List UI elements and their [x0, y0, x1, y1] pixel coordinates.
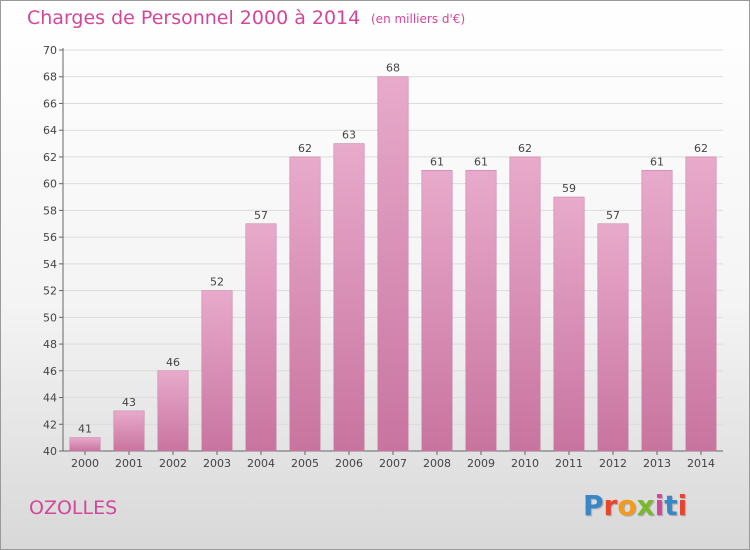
x-tick-label-2009: 2009: [467, 457, 495, 470]
x-tick-label-2004: 2004: [247, 457, 275, 470]
bar-2004: [245, 223, 277, 452]
data-label-2005: 62: [298, 142, 312, 155]
bar-2001: [113, 410, 145, 452]
data-label-2004: 57: [254, 209, 268, 222]
bar-2010: [509, 156, 541, 452]
data-label-2014: 62: [694, 142, 708, 155]
x-tick-label-2013: 2013: [643, 457, 671, 470]
bar-2007: [377, 76, 409, 452]
logo-letter: t: [664, 489, 678, 522]
y-tick-label: 50: [43, 311, 57, 324]
logo-letter: i: [654, 489, 665, 522]
y-tick-label: 56: [43, 231, 57, 244]
data-label-2009: 61: [474, 155, 488, 168]
logo-letter: i: [677, 489, 688, 522]
x-tick-label-2014: 2014: [687, 457, 715, 470]
logo-letter: x: [636, 489, 655, 522]
bar-2014: [685, 156, 717, 452]
data-label-2013: 61: [650, 155, 664, 168]
x-tick-label-2011: 2011: [555, 457, 583, 470]
y-tick-label: 52: [43, 285, 57, 298]
data-label-2008: 61: [430, 155, 444, 168]
y-tick-label: 60: [43, 178, 57, 191]
bars: [69, 76, 717, 452]
y-tick-label: 58: [43, 204, 57, 217]
data-label-2000: 41: [78, 423, 92, 436]
data-label-2006: 63: [342, 129, 356, 142]
data-label-2011: 59: [562, 182, 576, 195]
y-tick-label: 66: [43, 97, 57, 110]
bar-2002: [157, 370, 189, 452]
bar-2013: [641, 170, 673, 452]
data-label-2007: 68: [386, 62, 400, 75]
x-tick-label-2000: 2000: [71, 457, 99, 470]
data-label-2001: 43: [122, 396, 136, 409]
axes: 40 42 44 46 48 50 52 54 56 58 60 62 64 66 68 70 2000 2001…: [43, 44, 723, 470]
bar-2011: [553, 196, 585, 452]
commune-name: OZOLLES: [29, 497, 118, 519]
x-tick-label-2002: 2002: [159, 457, 187, 470]
bar-2006: [333, 143, 365, 452]
logo-letter: r: [603, 489, 618, 522]
data-label-2003: 52: [210, 276, 224, 289]
y-tick-label: 68: [43, 71, 57, 84]
x-tick-label-2006: 2006: [335, 457, 363, 470]
chart-unit-label: (en milliers d'€): [371, 12, 466, 26]
data-label-2012: 57: [606, 209, 620, 222]
bar-2008: [421, 170, 453, 452]
y-tick-label: 54: [43, 258, 57, 271]
bar-2009: [465, 170, 497, 452]
logo-letter: o: [617, 489, 637, 522]
y-tick-label: 44: [43, 392, 57, 405]
y-tick-label: 42: [43, 418, 57, 431]
x-tick-label-2008: 2008: [423, 457, 451, 470]
y-tick-label: 48: [43, 338, 57, 351]
y-tick-label: 64: [43, 124, 57, 137]
bar-2005: [289, 156, 321, 452]
x-tick-label-2001: 2001: [115, 457, 143, 470]
logo-letter: P: [583, 489, 604, 522]
x-tick-label-2003: 2003: [203, 457, 231, 470]
data-label-2002: 46: [166, 356, 180, 369]
proxiti-logo: Proxiti: [583, 489, 687, 522]
y-tick-label: 46: [43, 365, 57, 378]
bar-2012: [597, 223, 629, 452]
y-tick-label: 70: [43, 44, 57, 57]
y-tick-label: 62: [43, 151, 57, 164]
chart-title: Charges de Personnel 2000 à 2014: [27, 7, 361, 29]
bar-2000: [69, 437, 101, 452]
x-tick-label-2010: 2010: [511, 457, 539, 470]
data-labels: 41 43 46 52 57 62 63 68 61 61 62 59 57 61 62: [78, 62, 708, 436]
x-tick-label-2007: 2007: [379, 457, 407, 470]
y-tick-label: 40: [43, 445, 57, 458]
data-label-2010: 62: [518, 142, 532, 155]
bar-2003: [201, 290, 233, 452]
x-tick-label-2005: 2005: [291, 457, 319, 470]
x-tick-label-2012: 2012: [599, 457, 627, 470]
